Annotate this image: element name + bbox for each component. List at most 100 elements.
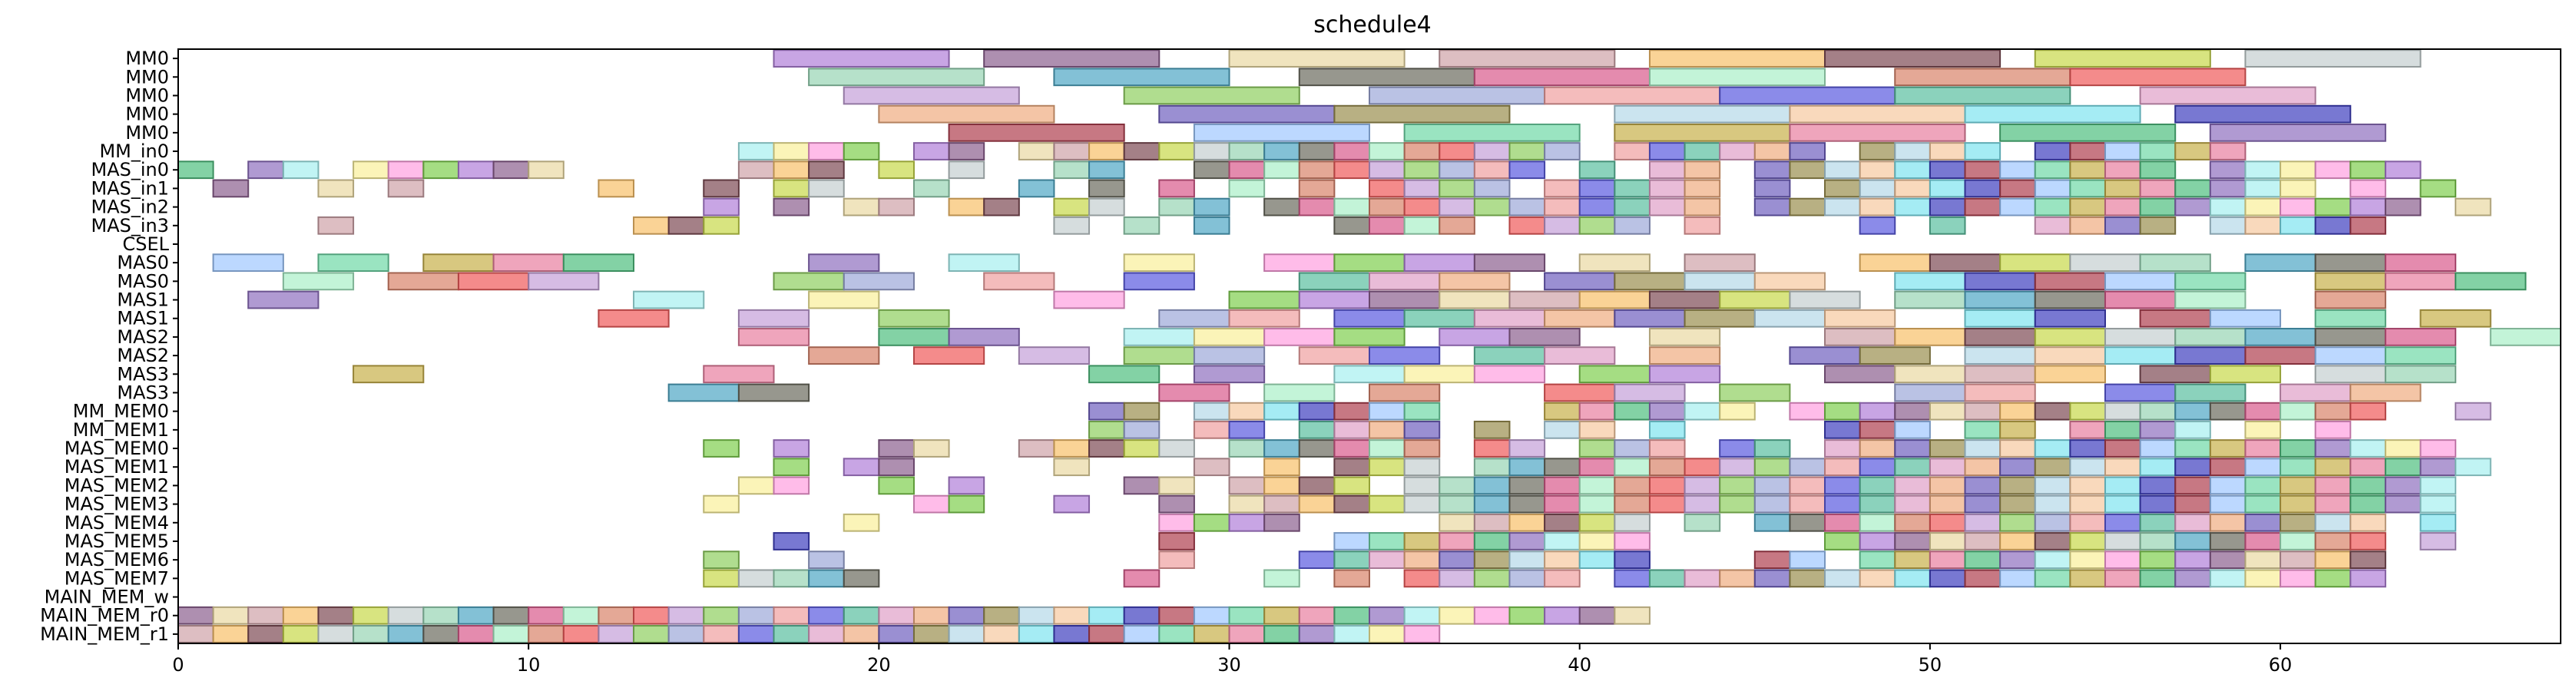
- task-bar: [457, 160, 495, 180]
- task-bar: [1403, 402, 1441, 421]
- task-bar: [1964, 402, 2002, 421]
- task-bar: [2349, 532, 2386, 550]
- task-bar: [1929, 216, 1966, 235]
- task-bar: [2104, 476, 2141, 495]
- task-bar: [2104, 290, 2177, 309]
- task-bar: [282, 625, 320, 643]
- y-tick-label: CSEL: [122, 233, 169, 255]
- task-bar: [2244, 49, 2422, 68]
- task-bar: [1298, 625, 1336, 643]
- task-bar: [1508, 532, 1546, 550]
- task-bar: [2139, 142, 2177, 160]
- task-bar: [1473, 494, 1511, 514]
- y-tick-label: MAS1: [117, 308, 169, 329]
- task-bar: [1508, 216, 1546, 235]
- task-bar: [1403, 494, 1441, 514]
- task-bar: [2455, 458, 2492, 477]
- task-bar: [1684, 569, 1721, 588]
- task-bar: [1859, 179, 1896, 198]
- task-bar: [1614, 606, 1651, 625]
- x-tick-label: 30: [1217, 654, 1241, 676]
- task-bar: [1298, 476, 1336, 495]
- task-bar: [2139, 365, 2211, 384]
- task-bar: [1999, 494, 2036, 514]
- y-axis: MM0MM0MM0MM0MM0MM_in0MAS_in0MAS_in1MAS_i…: [40, 48, 178, 645]
- task-bar: [1648, 197, 1686, 217]
- task-bar: [983, 197, 1020, 217]
- task-bar: [633, 216, 670, 235]
- task-bar: [1684, 253, 1756, 273]
- task-bar: [737, 142, 775, 160]
- task-bar: [2349, 476, 2386, 495]
- task-bar: [1403, 365, 1475, 384]
- task-bar: [1439, 179, 1475, 198]
- task-bar: [2069, 216, 2106, 235]
- task-bar: [1403, 142, 1441, 160]
- x-tick-label: 50: [1919, 654, 1942, 676]
- task-bar: [1894, 68, 2071, 87]
- task-bar: [948, 606, 985, 625]
- task-bar: [1369, 142, 1406, 160]
- task-bar: [1403, 532, 1441, 550]
- task-bar: [878, 197, 915, 217]
- x-tick-label: 0: [172, 654, 184, 676]
- task-bar: [2139, 476, 2177, 495]
- y-tick-label: MM0: [125, 122, 169, 144]
- task-bar: [1544, 569, 1581, 588]
- task-bar: [2244, 402, 2282, 421]
- task-bar: [1614, 383, 1686, 402]
- task-bar: [1158, 142, 1195, 160]
- task-bar: [1859, 216, 1896, 235]
- task-bar: [1508, 197, 1546, 217]
- task-bar: [1929, 513, 1966, 532]
- x-tick-label: 10: [517, 654, 541, 676]
- task-bar: [1088, 420, 1125, 439]
- task-bar: [1753, 550, 1791, 570]
- task-bar: [1929, 197, 1966, 217]
- task-bar: [1929, 179, 1966, 198]
- task-bar: [1333, 420, 1370, 439]
- task-bar: [1789, 569, 1826, 588]
- task-bar: [1964, 346, 2036, 365]
- task-bar: [2139, 550, 2177, 570]
- task-bar: [1123, 420, 1161, 439]
- task-bar: [1439, 160, 1475, 180]
- task-bar: [737, 383, 810, 402]
- task-bar: [2244, 494, 2282, 514]
- task-bar: [948, 253, 1020, 273]
- task-bar: [492, 625, 530, 643]
- task-bar: [2349, 550, 2386, 570]
- task-bar: [2104, 494, 2141, 514]
- task-bar: [1859, 197, 1896, 217]
- task-bar: [2384, 346, 2457, 365]
- task-bar: [1439, 476, 1475, 495]
- task-bar: [2280, 569, 2316, 588]
- task-bar: [1333, 402, 1370, 421]
- task-bar: [1403, 625, 1441, 643]
- task-bar: [703, 365, 775, 384]
- task-bar: [1473, 569, 1511, 588]
- task-bar: [1684, 160, 1721, 180]
- task-bar: [1964, 290, 2036, 309]
- task-bar: [1298, 346, 1370, 365]
- task-bar: [1123, 346, 1195, 365]
- task-bar: [387, 272, 459, 291]
- task-bar: [1439, 216, 1475, 235]
- task-bar: [2139, 420, 2177, 439]
- task-bar: [2174, 197, 2211, 217]
- task-bar: [1053, 439, 1091, 458]
- task-bar: [773, 532, 810, 550]
- task-bar: [492, 606, 530, 625]
- y-tick-label: MAS_MEM5: [65, 531, 169, 552]
- task-bar: [1369, 458, 1406, 477]
- x-tick-label: 60: [2269, 654, 2293, 676]
- task-bar: [808, 253, 880, 273]
- task-bar: [1544, 216, 1581, 235]
- task-bar: [1544, 420, 1581, 439]
- task-bar: [1544, 346, 1616, 365]
- task-bar: [1333, 532, 1370, 550]
- task-bar: [528, 606, 565, 625]
- task-bar: [1193, 328, 1266, 346]
- task-bar: [2314, 365, 2386, 384]
- task-bar: [1263, 160, 1300, 180]
